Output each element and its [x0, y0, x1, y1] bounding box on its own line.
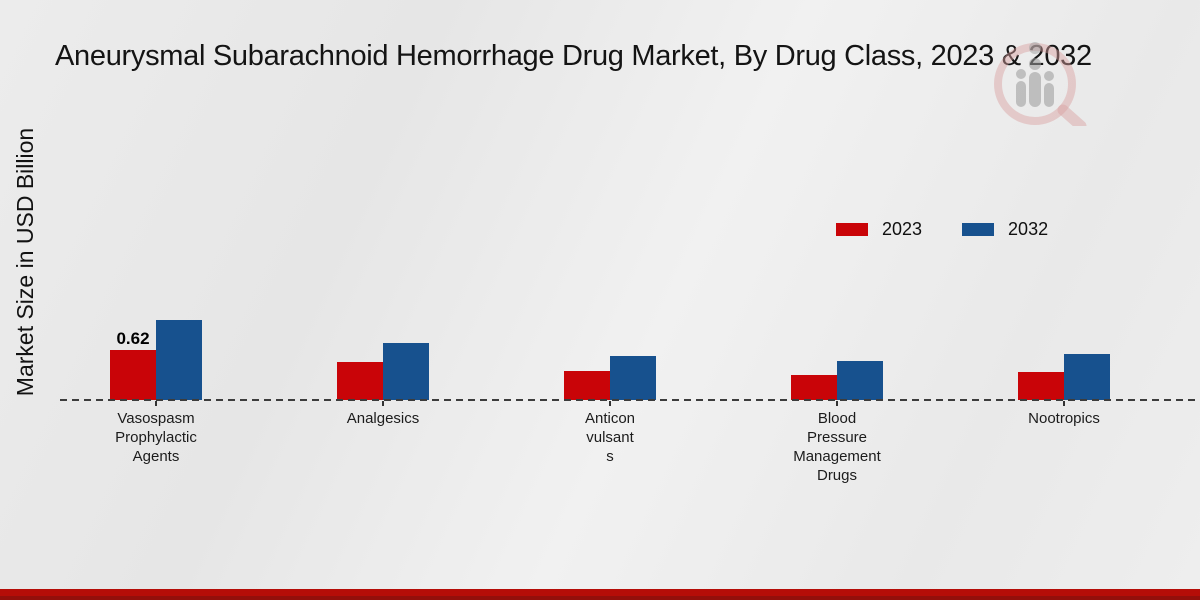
bar-2023-blood-pressure-management-drugs [791, 375, 837, 400]
bar-2032-vasospasm-prophylactic-agents [156, 320, 202, 400]
bar-2032-analgesics [383, 343, 429, 400]
legend: 2023 2032 [836, 219, 1048, 240]
category-label-blood-pressure-management-drugs: Blood Pressure Management Drugs [772, 409, 902, 485]
category-label-line: Blood [817, 410, 857, 427]
footer-accent-band [0, 589, 1200, 600]
category-label-analgesics: Analgesics [318, 409, 448, 428]
bar-2023-anticonvulsants [564, 371, 610, 400]
bar-2023-analgesics [337, 362, 383, 400]
legend-label-2023: 2023 [882, 219, 923, 239]
category-label-line: Pressure [806, 429, 868, 446]
category-label-line: Prophylactic [115, 429, 197, 446]
category-label-line: Agents [132, 448, 180, 465]
category-label-line: vulsant [586, 429, 634, 446]
x-axis-tick [155, 401, 157, 406]
category-label-line: Management [793, 448, 881, 465]
category-label-line: Nootropics [1028, 410, 1100, 427]
category-label-line: s [606, 448, 614, 465]
category-label-line: Vasospasm [117, 410, 195, 427]
category-label-line: Drugs [816, 467, 857, 484]
chart-title: Aneurysmal Subarachnoid Hemorrhage Drug … [55, 40, 1092, 72]
category-label-vasospasm-prophylactic-agents: Vasospasm Prophylactic Agents [91, 409, 221, 466]
category-label-line: Analgesics [346, 410, 420, 427]
watermark-logo-icon [994, 42, 1087, 126]
bar-2032-anticonvulsants [610, 356, 656, 400]
legend-swatch-2023 [836, 223, 868, 236]
bar-2032-blood-pressure-management-drugs [837, 361, 883, 400]
x-axis-tick [382, 401, 384, 406]
category-label-anticonvulsants: Anticon vulsant s [545, 409, 675, 466]
y-axis-label: Market Size in USD Billion [12, 127, 38, 397]
bar-2032-nootropics [1064, 354, 1110, 400]
x-axis-tick [609, 401, 611, 406]
x-axis-tick [836, 401, 838, 406]
legend-label-2032: 2032 [1008, 219, 1049, 239]
bar-2023-nootropics [1018, 372, 1064, 400]
category-label-nootropics: Nootropics [999, 409, 1129, 428]
legend-item-2032: 2032 [962, 219, 1048, 240]
legend-item-2023: 2023 [836, 219, 922, 240]
x-axis-tick [1063, 401, 1065, 406]
bar-value-annotation: 0.62 [116, 329, 150, 348]
x-axis-baseline [60, 399, 1200, 401]
legend-swatch-2032 [962, 223, 995, 236]
category-label-line: Anticon [584, 410, 636, 427]
bar-2023-vasospasm-prophylactic-agents [110, 350, 156, 400]
